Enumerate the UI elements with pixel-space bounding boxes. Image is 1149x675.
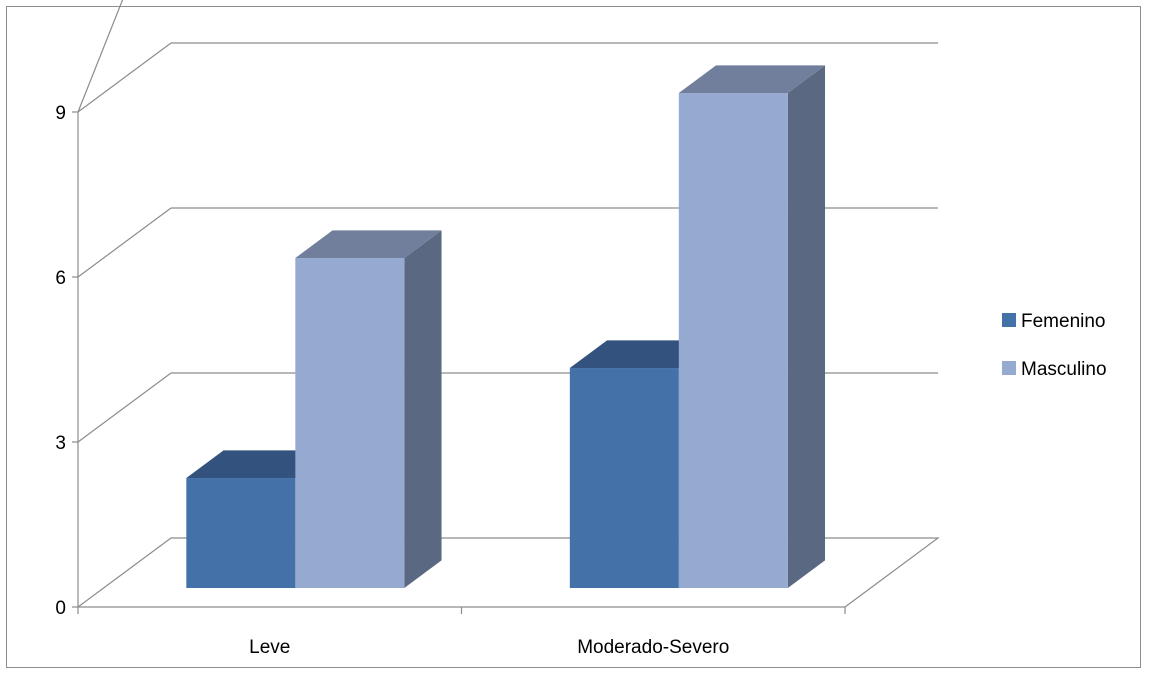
side-gridline bbox=[77, 0, 124, 113]
legend-label-femenino: Femenino bbox=[1021, 311, 1106, 332]
bar-side bbox=[404, 230, 442, 589]
bar-masculino-moderado-severo bbox=[678, 65, 826, 589]
bar-top bbox=[678, 65, 826, 94]
chart-legend: Femenino Masculino bbox=[1002, 311, 1107, 380]
chart-bars bbox=[186, 65, 826, 589]
legend-label-masculino: Masculino bbox=[1021, 359, 1107, 380]
bar-front bbox=[569, 368, 679, 589]
side-gridline bbox=[77, 372, 172, 443]
legend-swatch-masculino bbox=[1002, 361, 1016, 375]
bar-front bbox=[295, 258, 405, 589]
x-tick-label: Leve bbox=[249, 637, 290, 658]
bar-front bbox=[186, 478, 296, 589]
bar-masculino-leve bbox=[295, 230, 442, 589]
floor-outline bbox=[77, 537, 940, 608]
y-tick-label: 6 bbox=[55, 268, 66, 289]
side-gridline bbox=[77, 42, 172, 113]
bar-top bbox=[295, 230, 442, 259]
side-gridline bbox=[77, 207, 172, 278]
x-tick-label: Moderado-Severo bbox=[577, 637, 729, 658]
y-tick-label: 9 bbox=[55, 103, 66, 124]
bar-side bbox=[787, 65, 826, 589]
chart-axes: 0 3 6 9 Leve Moderado-Severo bbox=[55, 103, 846, 658]
bar-front bbox=[678, 93, 788, 589]
legend-swatch-femenino bbox=[1002, 313, 1016, 327]
y-tick-label: 0 bbox=[55, 598, 66, 619]
y-tick-label: 3 bbox=[55, 433, 66, 454]
